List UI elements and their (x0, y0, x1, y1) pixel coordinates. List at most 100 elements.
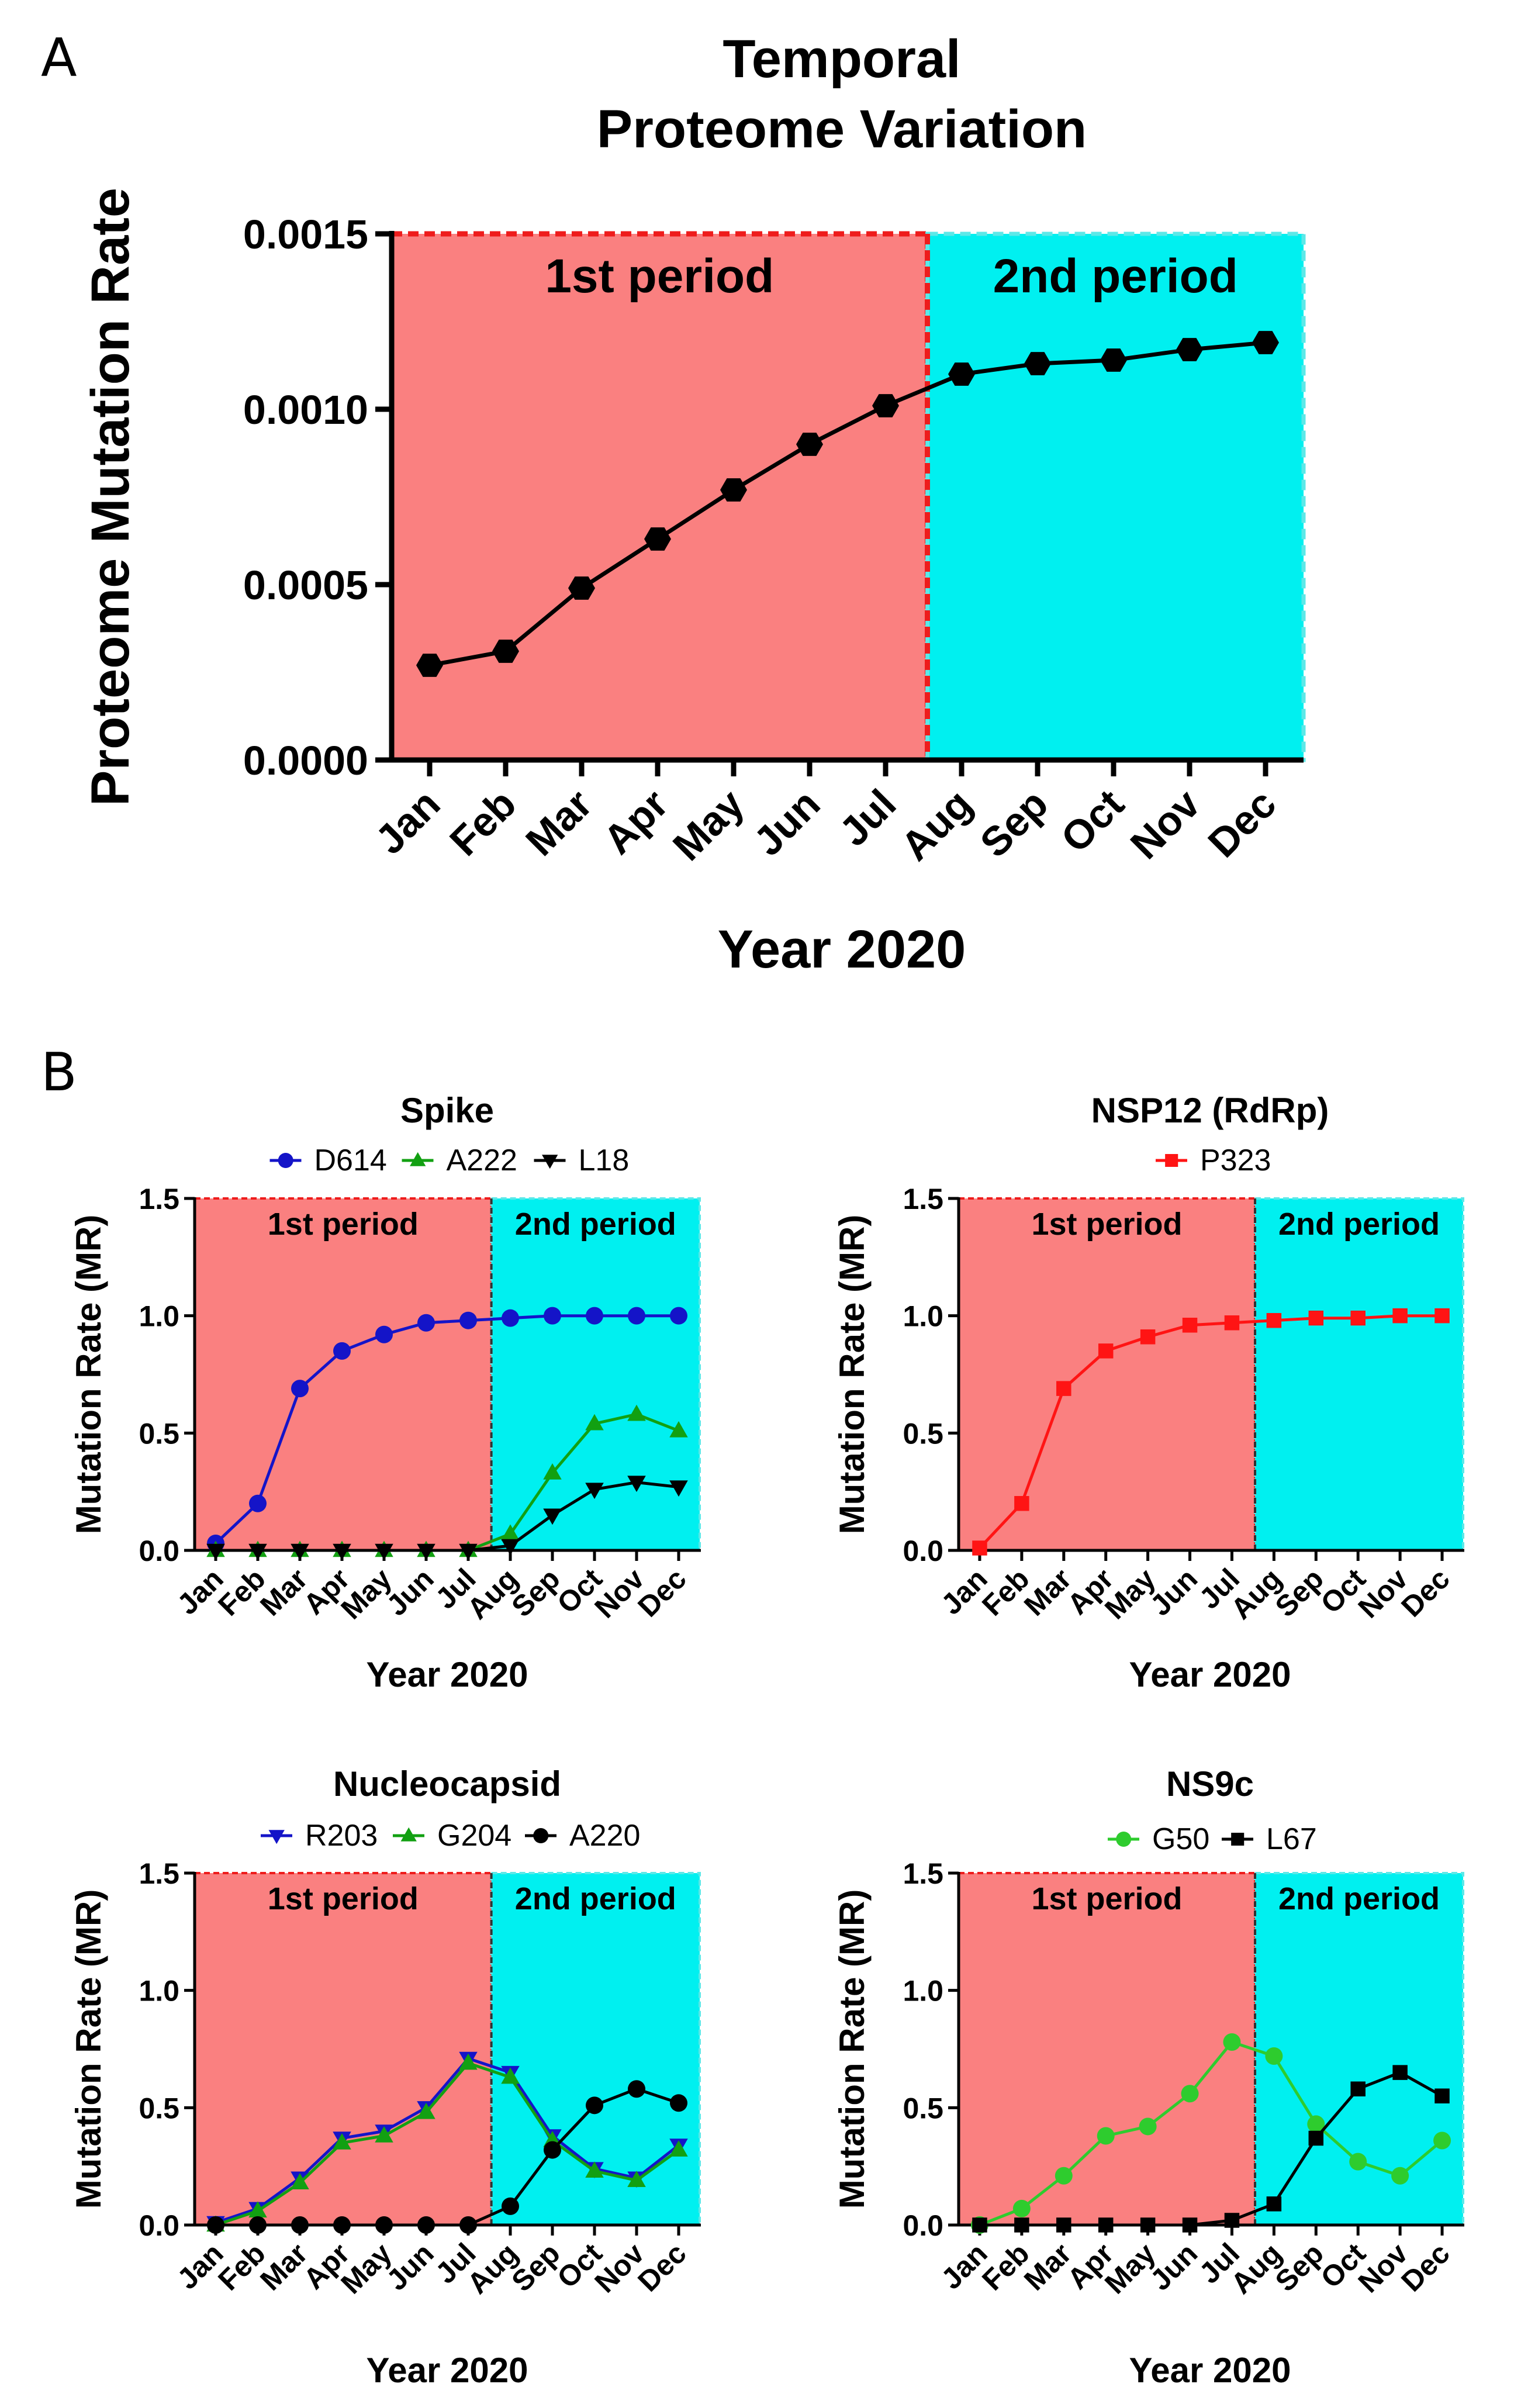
data-point-d614 (544, 1307, 561, 1325)
legend-label-a220: A220 (569, 1819, 640, 1853)
second-period-label: 2nd period (515, 1207, 676, 1242)
data-point-g204 (459, 2053, 478, 2070)
data-point-l67 (1266, 2196, 1282, 2212)
y-tick-label: 1.0 (139, 1300, 179, 1333)
data-point-g50 (1349, 2153, 1367, 2171)
data-point-p323 (1308, 1310, 1324, 1326)
x-tick-label: Dec (1395, 2237, 1456, 2298)
series-line-r203 (215, 2057, 680, 2224)
second-period-region (1254, 1872, 1464, 2226)
y-axis-label: Mutation Rate (MR) (69, 1889, 108, 2209)
legend-label-l18: L18 (579, 1143, 630, 1177)
x-tick-label: Sep (972, 780, 1057, 866)
legend-label-d614: D614 (314, 1143, 387, 1177)
panel-b-letter: B (41, 1042, 77, 1103)
data-point-proteome (1024, 352, 1051, 375)
data-point-d614 (502, 1309, 519, 1327)
data-point-p323 (1224, 1315, 1240, 1331)
y-tick-label: 1.5 (139, 1857, 179, 1890)
legend-label-l67: L67 (1266, 1822, 1317, 1856)
data-point-d614 (628, 1307, 645, 1325)
data-point-g50 (1012, 2199, 1031, 2217)
data-point-g204 (248, 2201, 267, 2218)
data-point-d614 (670, 1307, 687, 1325)
data-point-g204 (669, 2140, 688, 2157)
y-tick-label: 0.5 (903, 2092, 943, 2124)
y-tick-label: 0.0 (139, 1535, 179, 1567)
first-period-label: 1st period (545, 250, 774, 303)
x-tick-label: Oct (1052, 780, 1133, 861)
chart-title-line: Proteome Variation (597, 99, 1087, 159)
y-tick-label: 1.0 (903, 1300, 943, 1333)
data-point-l18 (459, 1543, 478, 1560)
y-tick-label: 1.5 (139, 1183, 179, 1215)
data-point-l18 (543, 1508, 562, 1525)
data-point-g204 (585, 2161, 604, 2178)
data-point-d614 (333, 1342, 351, 1360)
data-point-g50 (1265, 2047, 1283, 2065)
data-point-d614 (586, 1307, 603, 1325)
data-point-p323 (972, 1540, 987, 1556)
data-point-l67 (972, 2217, 987, 2233)
chart-title: Nucleocapsid (333, 1764, 561, 1804)
series-line-proteome (429, 340, 1266, 668)
y-tick-label: 0.5 (139, 1417, 179, 1450)
data-point-l67 (1014, 2217, 1029, 2233)
panel-a-letter: A (41, 27, 77, 89)
data-point-l67 (1350, 2081, 1366, 2096)
data-point-g204 (417, 2102, 435, 2119)
data-point-p323 (1140, 1329, 1156, 1345)
data-point-proteome (872, 394, 899, 417)
second-period-label: 2nd period (993, 250, 1238, 303)
data-point-l67 (1056, 2217, 1071, 2233)
data-point-g50 (1139, 2117, 1157, 2136)
second-period-region (490, 1197, 701, 1552)
first-period-label: 1st period (268, 1207, 419, 1242)
first-period-region (193, 1197, 493, 1552)
x-tick-label: Jun (745, 780, 828, 864)
data-point-d614 (459, 1311, 477, 1329)
x-tick-label: Dec (1395, 1562, 1456, 1623)
data-point-l18 (375, 1543, 393, 1560)
data-point-p323 (1098, 1343, 1114, 1359)
data-point-d614 (249, 1494, 267, 1512)
second-period-region (1254, 1197, 1464, 1552)
data-point-l18 (417, 1543, 435, 1560)
data-point-p323 (1350, 1310, 1366, 1326)
x-tick-label: Feb (441, 780, 524, 864)
data-point-proteome (720, 478, 747, 502)
legend-label-g204: G204 (437, 1819, 511, 1853)
data-point-g204 (333, 2133, 351, 2150)
y-axis-label: Mutation Rate (MR) (69, 1215, 108, 1535)
x-tick-label: Dec (1199, 780, 1285, 866)
data-point-proteome (1100, 348, 1127, 372)
data-point-l18 (501, 1539, 520, 1556)
data-point-l67 (1434, 2088, 1450, 2104)
data-point-g204 (501, 2067, 520, 2084)
x-axis-label: Year 2020 (367, 1655, 528, 1694)
data-point-a220 (207, 2216, 224, 2234)
data-point-l67 (1224, 2213, 1240, 2228)
legend-label-a222: A222 (447, 1143, 517, 1177)
second-period-region (925, 232, 1306, 762)
data-point-g50 (1307, 2115, 1325, 2133)
y-axis-label: Mutation Rate (MR) (832, 1215, 872, 1535)
data-point-l18 (627, 1476, 646, 1493)
data-point-p323 (1014, 1495, 1029, 1511)
data-point-proteome (416, 654, 443, 677)
data-point-g50 (1223, 2033, 1241, 2051)
y-tick-label: 0.0 (903, 1535, 943, 1567)
legend-marker-a222 (410, 1152, 426, 1166)
data-point-a222 (669, 1421, 688, 1438)
x-axis-label: Year 2020 (718, 920, 966, 979)
legend-label-r203: R203 (305, 1819, 378, 1853)
legend-label-p323: P323 (1200, 1143, 1271, 1177)
data-point-g50 (1181, 2085, 1199, 2103)
data-point-proteome (1176, 338, 1203, 361)
y-axis-label: Proteome Mutation Rate (81, 188, 140, 806)
data-point-proteome (796, 433, 823, 456)
y-axis-label: Mutation Rate (MR) (832, 1889, 872, 2209)
y-tick-label: 0.0000 (243, 738, 368, 783)
chart-title: NSP12 (RdRp) (1091, 1091, 1329, 1130)
x-axis-label: Year 2020 (1129, 2351, 1291, 2390)
